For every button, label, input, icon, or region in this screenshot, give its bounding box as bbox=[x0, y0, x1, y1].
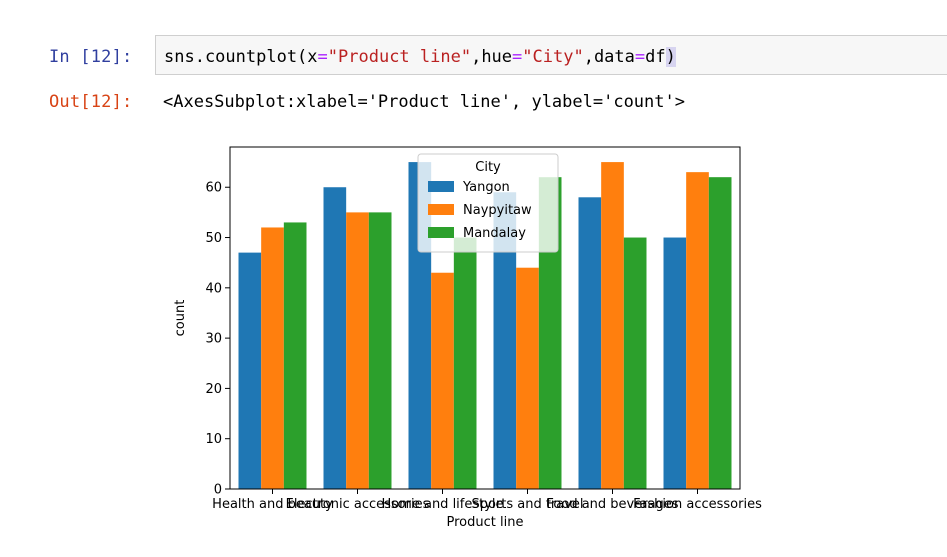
bar-mandalay bbox=[708, 177, 732, 490]
x-axis-label: Product line bbox=[447, 515, 524, 530]
code-plain: ,hue bbox=[471, 47, 513, 67]
bar-naypyitaw bbox=[431, 272, 454, 489]
bar-yangon bbox=[323, 187, 347, 489]
code-text[interactable]: sns.countplot(x="Product line",hue="City… bbox=[164, 47, 676, 67]
output-prompt: Out[12]: bbox=[49, 92, 133, 112]
code-op: = bbox=[317, 47, 328, 67]
code-func: sns.countplot(x bbox=[164, 47, 318, 67]
legend-label-yangon: Yangon bbox=[462, 180, 510, 195]
y-axis-label: count bbox=[173, 300, 188, 337]
countplot-chart: 0 10 20 30 40 50 60 Health and beautyElectronic… bbox=[173, 146, 762, 530]
bar-mandalay bbox=[538, 177, 562, 490]
bar-yangon bbox=[663, 237, 687, 489]
x-tick-label: Home and lifestyle bbox=[381, 497, 503, 512]
y-tick-label: 30 bbox=[205, 332, 222, 347]
bar-naypyitaw bbox=[346, 212, 369, 489]
x-tick-label: Fashion accessories bbox=[633, 497, 762, 512]
code-op: = bbox=[512, 47, 523, 67]
bar-mandalay bbox=[283, 222, 307, 490]
legend-label-mandalay: Mandalay bbox=[463, 226, 526, 241]
code-plain: ,data bbox=[583, 47, 635, 67]
output-text: <AxesSubplot:xlabel='Product line', ylab… bbox=[163, 92, 685, 112]
axes-frame bbox=[229, 146, 741, 490]
y-tick-label: 40 bbox=[205, 281, 222, 296]
bar-naypyitaw bbox=[261, 227, 284, 489]
bar-mandalay bbox=[453, 237, 477, 489]
code-plain: df bbox=[645, 47, 666, 67]
bar-yangon bbox=[493, 192, 517, 489]
bar-yangon bbox=[238, 252, 262, 489]
x-tick-label: Health and beauty bbox=[212, 497, 333, 512]
bar-naypyitaw bbox=[516, 267, 539, 489]
bar-mandalay bbox=[368, 212, 392, 489]
y-tick-label: 10 bbox=[205, 432, 222, 447]
countplot-figure: 0 10 20 30 40 50 60 Health and beauty Electronic… bbox=[150, 130, 800, 550]
y-tick-label: 60 bbox=[205, 181, 222, 196]
legend-swatch-naypyitaw bbox=[428, 204, 454, 215]
bar-naypyitaw bbox=[686, 172, 709, 489]
x-tick-label: Sports and travel bbox=[471, 497, 583, 512]
y-tick-label: 20 bbox=[205, 382, 222, 397]
y-tick-label: 0 bbox=[214, 483, 222, 498]
input-prompt: In [12]: bbox=[49, 47, 133, 67]
legend-title: City bbox=[475, 160, 501, 175]
code-cell[interactable]: sns.countplot(x="Product line",hue="City… bbox=[155, 35, 947, 75]
code-op: = bbox=[634, 47, 646, 67]
bar-yangon bbox=[578, 197, 602, 489]
legend-label-naypyitaw: Naypyitaw bbox=[463, 203, 532, 218]
x-tick-label: Electronic accessories bbox=[286, 497, 430, 512]
code-string: "Product line" bbox=[327, 47, 472, 67]
code-selected-paren: ) bbox=[665, 47, 676, 67]
y-tick-label: 50 bbox=[205, 231, 222, 246]
bar-mandalay bbox=[623, 237, 647, 489]
legend-swatch-yangon bbox=[428, 181, 454, 192]
x-tick-label: Food and beverages bbox=[546, 497, 678, 512]
legend-swatch-mandalay bbox=[428, 227, 454, 238]
bar-naypyitaw bbox=[601, 162, 624, 489]
code-string: "City" bbox=[522, 47, 584, 67]
